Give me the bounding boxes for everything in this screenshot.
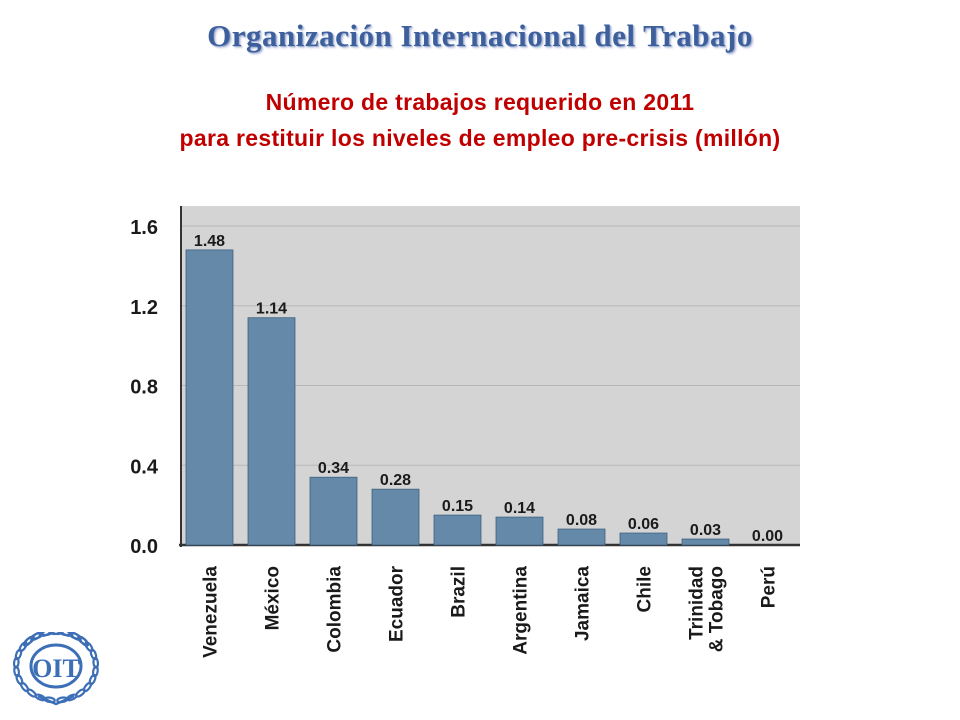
data-label: 0.14 xyxy=(504,500,535,517)
y-tick-label: 1.6 xyxy=(130,217,158,239)
x-tick-label: Trinidad & Tobago xyxy=(687,566,728,652)
bar xyxy=(309,476,358,546)
data-label: 0.08 xyxy=(566,512,597,529)
data-label: 0.00 xyxy=(752,528,783,545)
x-tick-label: Venezuela xyxy=(201,566,222,658)
x-tick-label-line: Chile xyxy=(635,566,656,612)
bar xyxy=(557,528,606,546)
data-label: 0.06 xyxy=(628,516,659,533)
x-tick-label-line: Perú xyxy=(759,566,780,608)
x-tick-label: Perú xyxy=(759,566,780,608)
x-tick-label-line: Ecuador xyxy=(387,565,408,642)
x-tick-label-line: Colombia xyxy=(325,566,346,653)
data-label: 0.03 xyxy=(690,522,721,539)
y-tick-label: 1.2 xyxy=(130,297,158,319)
data-label: 0.15 xyxy=(442,498,473,515)
oit-logo-icon: OIT xyxy=(8,628,104,712)
x-tick-label-line: Brazil xyxy=(449,566,470,618)
x-tick-label: Ecuador xyxy=(387,565,408,642)
bar xyxy=(681,538,730,546)
data-label: 0.28 xyxy=(380,472,411,489)
x-tick-label-line: & Tobago xyxy=(707,566,728,652)
bar xyxy=(495,516,544,546)
chart-subtitle-line-1: Número de trabajos requerido en 2011 xyxy=(265,89,695,115)
y-tick-label: 0.8 xyxy=(130,377,158,399)
chart-subtitle-line-2: para restituir los niveles de empleo pre… xyxy=(179,125,781,151)
x-tick-label: Argentina xyxy=(511,566,532,655)
x-tick-label-line: Jamaica xyxy=(573,566,594,641)
x-tick-label: Chile xyxy=(635,566,656,612)
data-label: 1.48 xyxy=(194,233,225,250)
x-tick-label-line: Venezuela xyxy=(201,566,222,658)
y-tick-label: 0.4 xyxy=(130,456,159,478)
bar xyxy=(619,532,668,546)
x-tick-label: Colombia xyxy=(325,566,346,653)
data-label: 1.14 xyxy=(256,301,287,318)
bar xyxy=(433,514,482,546)
x-tick-label: Brazil xyxy=(449,566,470,618)
x-tick-label: Jamaica xyxy=(573,566,594,641)
bar xyxy=(185,249,234,546)
logo-text: OIT xyxy=(32,654,80,683)
x-tick-label-line: Argentina xyxy=(511,566,532,655)
y-tick-label: 0.0 xyxy=(130,536,158,558)
data-label: 0.34 xyxy=(318,460,349,477)
bar xyxy=(371,488,420,546)
x-tick-label-line: Trinidad xyxy=(687,566,708,640)
bar xyxy=(247,317,296,546)
x-tick-label: México xyxy=(263,566,284,630)
org-title: Organización Internacional del Trabajo xyxy=(207,18,753,53)
x-tick-label-line: México xyxy=(263,566,284,630)
